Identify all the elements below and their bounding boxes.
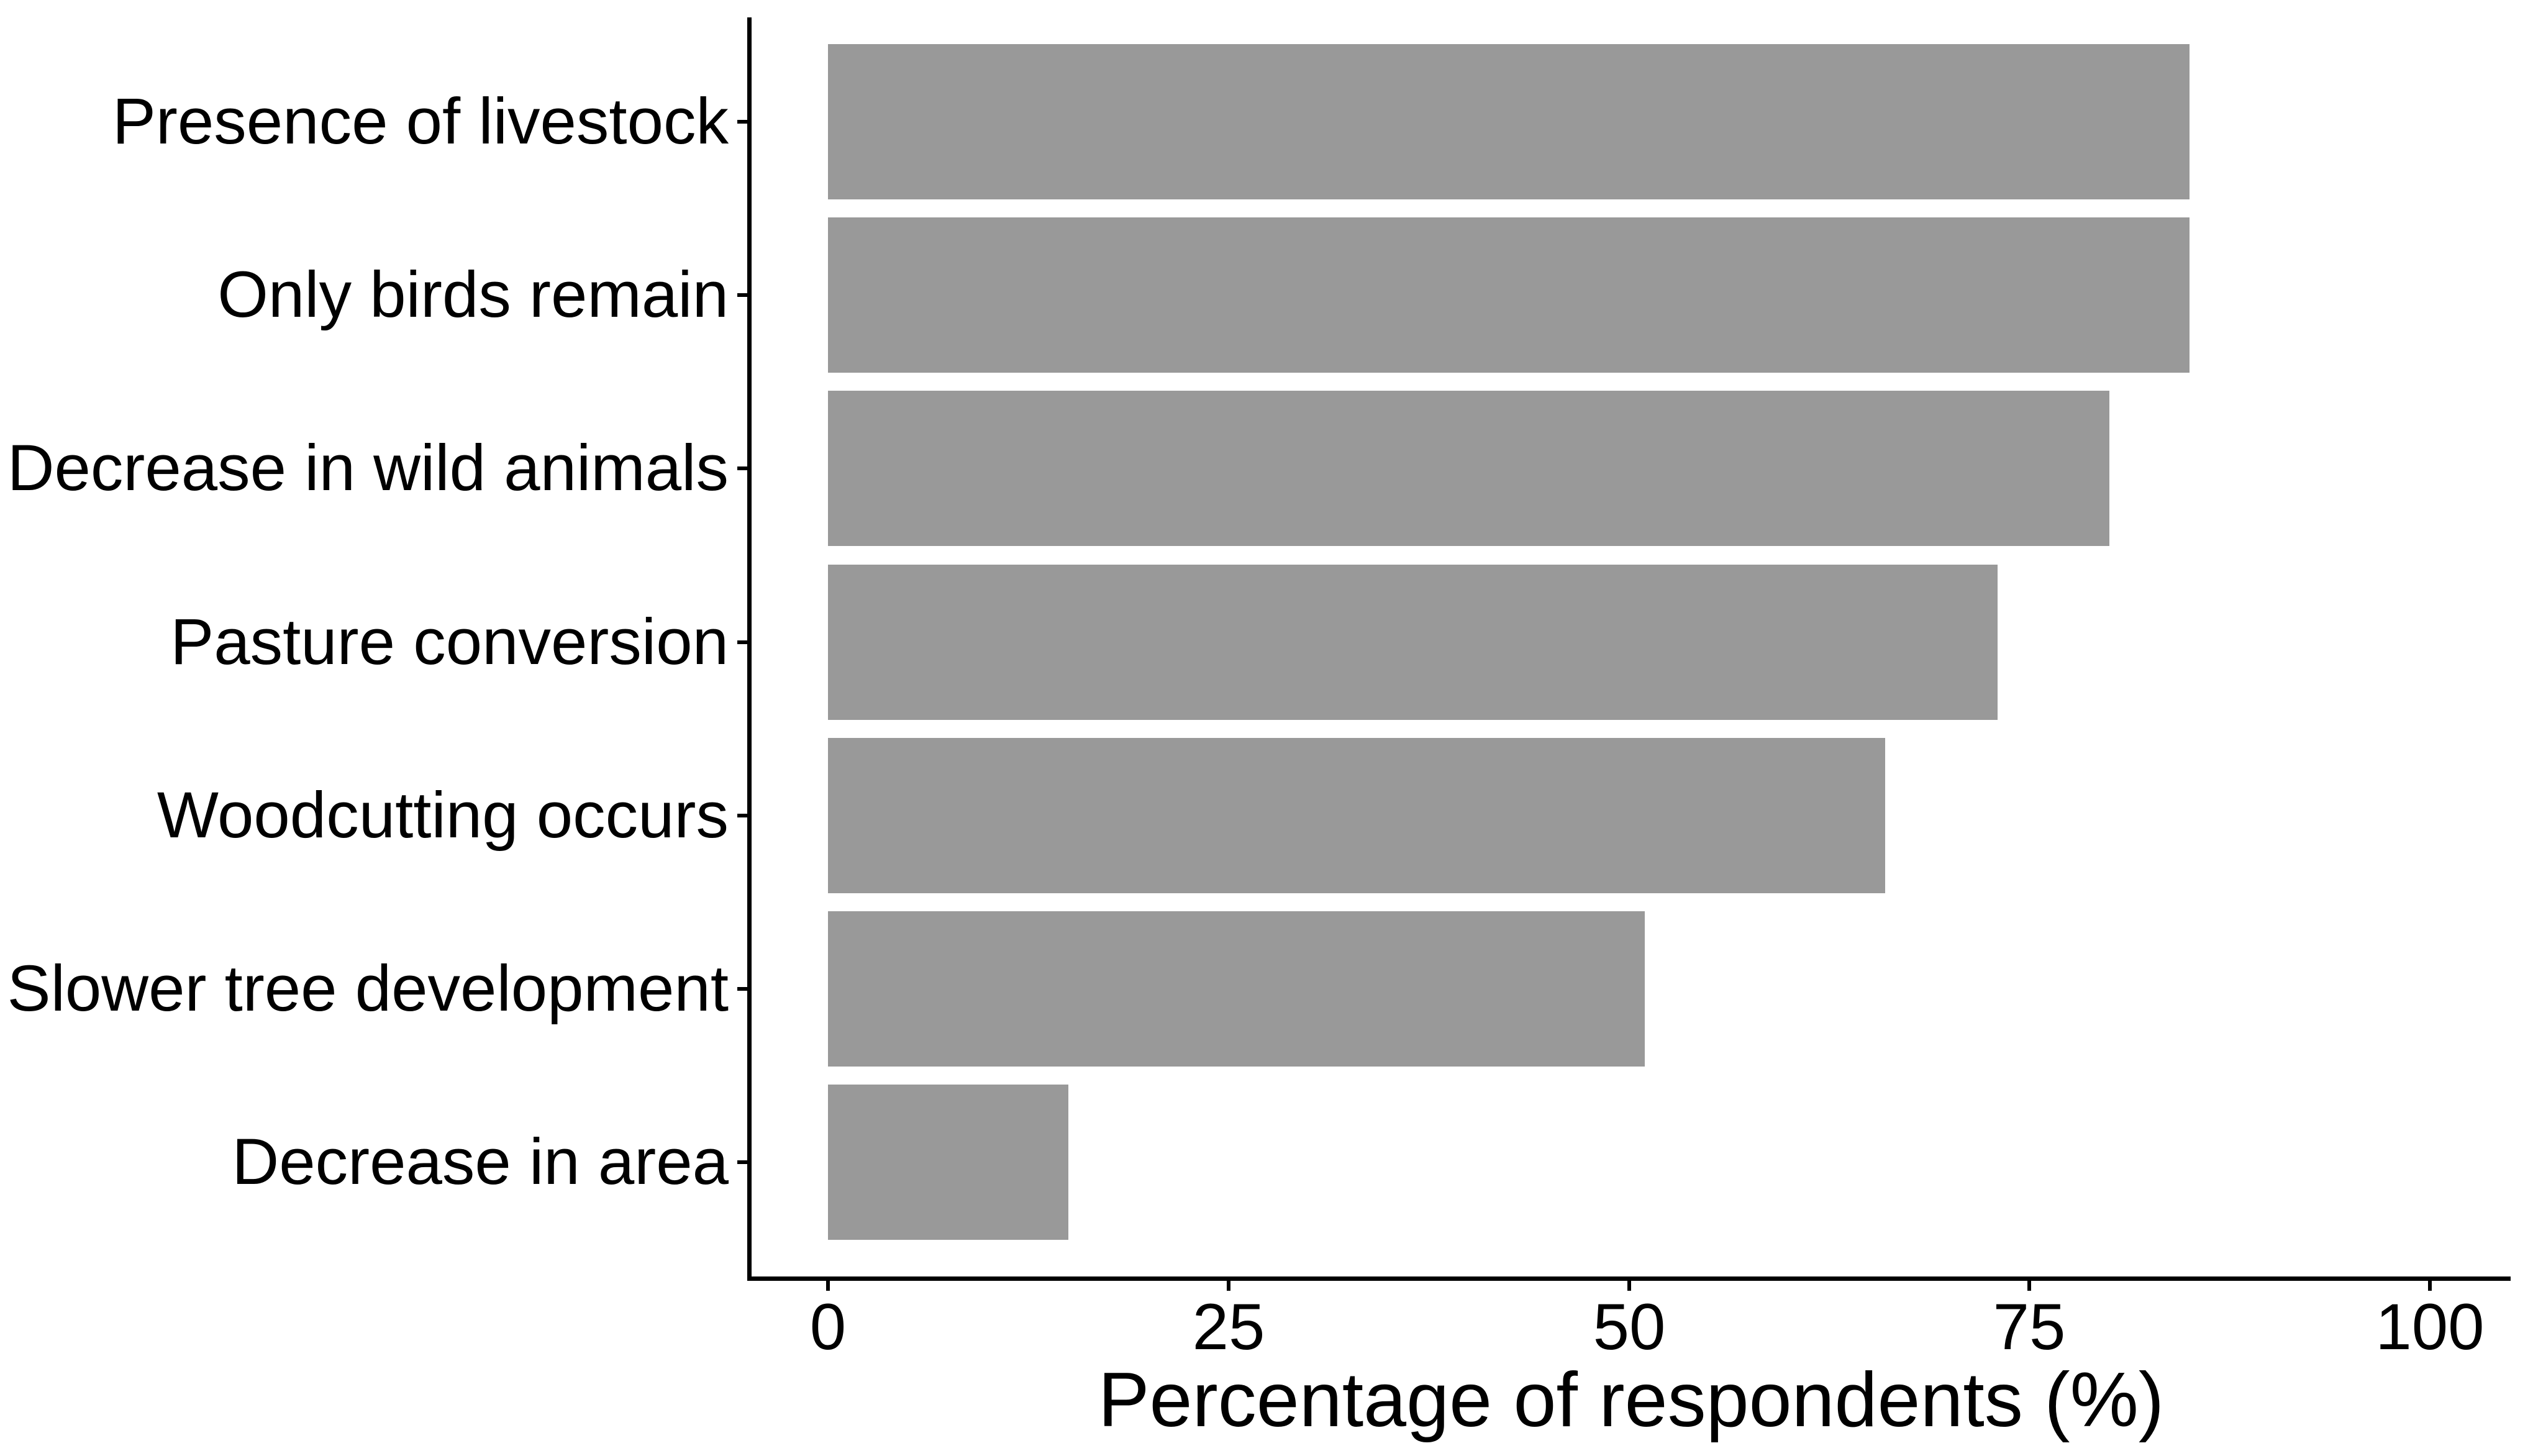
bar	[828, 1085, 1068, 1240]
x-tick-label: 75	[1993, 1291, 2066, 1363]
y-tick	[737, 120, 747, 124]
bar	[828, 911, 1645, 1067]
category-label: Only birds remain	[217, 258, 729, 331]
x-axis-line	[747, 1276, 2511, 1281]
bar	[828, 217, 2190, 373]
x-tick	[1227, 1281, 1230, 1291]
x-tick	[2027, 1281, 2031, 1291]
category-label: Presence of livestock	[112, 85, 729, 158]
y-axis-line	[747, 17, 752, 1281]
x-tick-label: 0	[809, 1291, 847, 1363]
y-tick	[737, 1160, 747, 1164]
x-tick-label: 100	[2375, 1291, 2485, 1363]
x-tick	[1627, 1281, 1631, 1291]
y-tick	[737, 814, 747, 817]
x-tick	[826, 1281, 830, 1291]
y-tick	[737, 293, 747, 297]
category-label: Slower tree development	[7, 952, 729, 1025]
x-tick	[2428, 1281, 2432, 1291]
x-axis-title: Percentage of respondents (%)	[1098, 1357, 2165, 1443]
bar	[828, 44, 2190, 199]
bar	[828, 565, 1998, 720]
category-label: Woodcutting occurs	[157, 779, 729, 852]
y-tick	[737, 640, 747, 644]
y-tick	[737, 466, 747, 470]
bar	[828, 391, 2109, 546]
category-label: Decrease in wild animals	[7, 432, 729, 504]
category-label: Decrease in area	[232, 1126, 729, 1198]
x-tick-label: 25	[1192, 1291, 1265, 1363]
y-tick	[737, 987, 747, 991]
bar	[828, 738, 1885, 893]
category-label: Pasture conversion	[170, 606, 729, 678]
x-tick-label: 50	[1593, 1291, 1666, 1363]
